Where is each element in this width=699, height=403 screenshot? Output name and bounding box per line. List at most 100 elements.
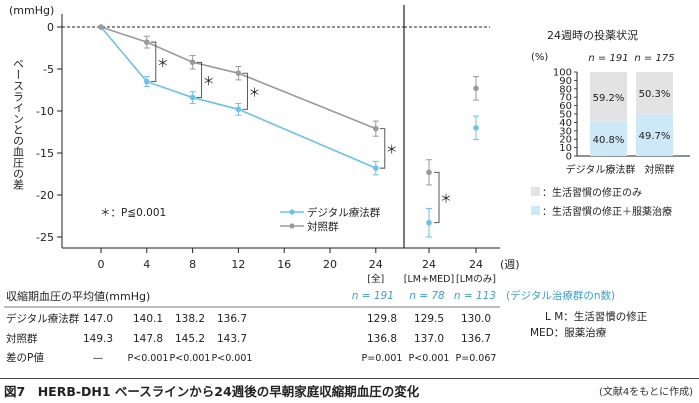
sbp-table: 収縮期血圧の平均値(mmHg) デジタル療法群 147.0 140.1 138.2 13…: [4, 289, 500, 364]
data-point: [473, 125, 479, 131]
x-tick-label: 12: [231, 258, 245, 271]
legend: デジタル療法群 対照群: [280, 206, 381, 233]
x-tick-label: 24: [369, 258, 383, 271]
table-cell: 137.0: [414, 333, 444, 345]
bar-value-label: 40.8%: [593, 135, 625, 146]
y-tick-label: 0: [47, 21, 54, 34]
y-axis-ticks: 0 -5 -10 -15 -20 -25: [36, 21, 62, 244]
data-point: [98, 24, 104, 30]
significance-note: ＊：P≦0.001: [100, 207, 166, 219]
bar-value-label: 50.3%: [639, 89, 671, 100]
y-tick-label: -20: [36, 189, 54, 202]
bar-y-tick-label: 50: [559, 110, 572, 121]
bar-segment: [590, 121, 627, 156]
bar-category-label: 対照群: [645, 163, 675, 176]
table-cell: 138.2: [175, 313, 205, 325]
data-point: [426, 219, 432, 226]
significance-star: ＊: [248, 85, 260, 99]
bar-value-label: 49.7%: [639, 131, 671, 142]
x-tick-label: 20: [323, 258, 337, 271]
significance-bracket: [434, 171, 440, 224]
bar-n-label: n = 191: [588, 53, 628, 64]
legend-lifestyle-med-label: ：生活習慣の修正＋服薬治療: [542, 205, 672, 218]
data-point: [373, 125, 379, 132]
table-cell: 130.0: [461, 313, 491, 325]
bar-chart-title: 24週時の投薬状況: [547, 28, 638, 42]
bar-y-tick-label: 60: [559, 101, 572, 112]
table-cell: P<0.001: [128, 353, 169, 364]
significance-bracket: [150, 41, 157, 83]
y-tick-label: -10: [36, 105, 54, 118]
bar-y-tick-label: 20: [559, 135, 572, 146]
data-point: [189, 94, 196, 101]
abbreviation-med: MED：服薬治療: [530, 326, 607, 339]
bar-y-tick-label: 40: [559, 118, 572, 129]
legend-lifestyle-only-swatch: [531, 187, 540, 196]
y-axis-label: ベースラインとの血圧の差: [12, 58, 25, 190]
bar-category-label: デジタル療法群: [566, 163, 636, 176]
bar-layer: 40.8% 59.2% n = 191 デジタル療法群 49.7% 50.3% n = 17…: [566, 53, 675, 176]
caption-source: (文献4をもとに作成): [599, 387, 693, 398]
y-tick-label: -15: [36, 147, 54, 160]
table-cell: P<0.001: [170, 353, 211, 364]
abbreviation-lm: L M：生活習慣の修正: [545, 310, 647, 323]
data-point: [144, 78, 150, 85]
table-cell: P<0.001: [212, 353, 253, 364]
table-cell: 145.2: [175, 333, 205, 345]
series-line: [100, 26, 377, 169]
table-cell: 149.3: [83, 333, 113, 345]
x-tick-label: 24: [422, 258, 436, 271]
x-tick-label: 8: [189, 258, 196, 271]
data-point: [473, 85, 479, 92]
x-tick-label: 16: [277, 258, 291, 271]
group-label: [LMのみ]: [456, 274, 496, 285]
caption-main: 図7 HERB-DH1 ベースラインから24週後の早朝家庭収縮期血圧の変化: [4, 384, 420, 399]
data-point: [144, 39, 150, 45]
group-label: [全]: [367, 273, 384, 285]
significance-bracket: [242, 72, 248, 110]
table-cell: 147.8: [133, 333, 163, 345]
table-cell: 129.5: [414, 313, 444, 325]
legend-lifestyle-med-swatch: [531, 206, 540, 215]
group-n-label: n = 113: [454, 290, 496, 302]
bar-y-tick-label: 100: [553, 68, 572, 79]
data-point: [373, 165, 379, 171]
table-cell: 143.7: [217, 333, 247, 345]
table-cell: 136.7: [217, 313, 247, 325]
figure-caption: 図7 HERB-DH1 ベースラインから24週後の早朝家庭収縮期血圧の変化 (文…: [4, 381, 695, 401]
bar-y-tick-label: 0: [566, 152, 572, 163]
series-layer: [98, 24, 479, 238]
table-title: 収縮期血圧の平均値(mmHg): [6, 289, 150, 303]
y-axis-unit: (mmHg): [9, 4, 54, 17]
significance-star: ＊: [157, 56, 169, 70]
table-cell: P<0.001: [409, 353, 450, 364]
significance-bracket: [379, 128, 386, 169]
x-tick-label: 4: [143, 258, 150, 271]
bar-y-unit: (%): [531, 52, 548, 63]
y-tick-label: -25: [36, 231, 54, 244]
table-row-label: デジタル療法群: [6, 312, 80, 325]
line-chart: (mmHg) ベースラインとの血圧の差 0 -5 -10 -15 -20 -25 0 4 8 1…: [9, 4, 615, 302]
group-labels: [全] [LM+MED] [LMのみ] n = 191 n = 78 n = 113: [352, 273, 496, 302]
group-n-note: (デジタル治療群のn数): [506, 289, 615, 302]
bar-segment: [590, 72, 627, 122]
group-label: [LM+MED]: [404, 274, 454, 285]
x-tick-label: 0: [98, 258, 105, 271]
caption-divider: [0, 378, 699, 379]
bar-segment: [636, 114, 673, 156]
significance-star: ＊: [203, 74, 215, 88]
bar-y-tick-label: 70: [559, 93, 572, 104]
bar-value-label: 59.2%: [593, 93, 625, 104]
bar-segment: [636, 72, 673, 115]
legend-digital-marker: [289, 209, 295, 215]
table-cell: P=0.001: [362, 353, 403, 364]
table-row-label: 差のP値: [6, 351, 44, 364]
bar-n-label: n = 175: [634, 53, 674, 64]
significance-star: ＊: [440, 192, 452, 206]
table-cell: 147.0: [83, 313, 113, 325]
y-tick-label: -5: [43, 63, 54, 76]
table-cell: 129.8: [367, 313, 397, 325]
x-axis-ticks: 0 4 8 12 16 20 24 24 24: [98, 248, 483, 271]
